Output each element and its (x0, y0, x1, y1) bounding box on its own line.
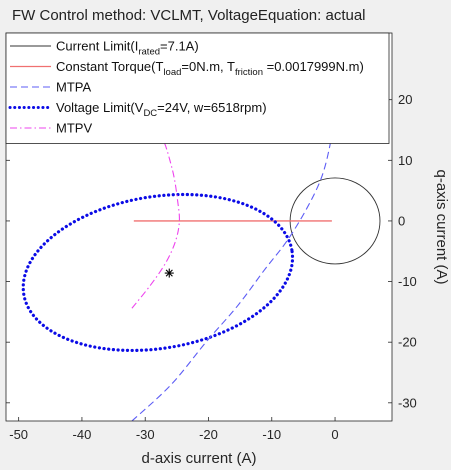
legend-label-current_limit: Current Limit(Irated=7.1A) (56, 39, 199, 58)
legend-subscript: rated (138, 47, 160, 58)
legend-text-part: Voltage Limit(V (56, 100, 144, 115)
y-tick-label: 0 (398, 213, 405, 228)
legend-text-part: MTPV (56, 121, 92, 136)
legend-subscript: load (163, 67, 181, 78)
x-tick-label: -10 (262, 427, 281, 442)
y-tick-label: -10 (398, 274, 417, 289)
y-tick-label: 20 (398, 92, 412, 107)
legend-text-part: =7.1A) (160, 39, 199, 54)
legend-text-part: =0.0017999N.m) (263, 59, 364, 74)
x-tick-label: -20 (199, 427, 218, 442)
legend-label-mtpa: MTPA (56, 80, 91, 95)
legend-subscript: friction (235, 67, 263, 78)
y-tick-label: 10 (398, 153, 412, 168)
legend-text-part: =0N.m, T (181, 59, 235, 74)
legend-text-part: MTPA (56, 80, 91, 95)
legend-label-constant_torque: Constant Torque(Tload=0N.m, Tfriction =0… (56, 59, 364, 78)
legend-text-part: =24V, w=6518rpm) (157, 100, 266, 115)
x-tick-label: 0 (331, 427, 338, 442)
x-axis-label: d-axis current (A) (141, 450, 256, 467)
marker-stroke (165, 269, 173, 277)
legend-label-voltage_limit: Voltage Limit(VDC=24V, w=6518rpm) (56, 100, 267, 119)
legend-label-mtpv: MTPV (56, 121, 92, 136)
y-axis-label: q-axis current (A) (433, 169, 450, 284)
x-tick-label: -50 (9, 427, 28, 442)
y-tick-label: -20 (398, 335, 417, 350)
legend-subscript: DC (143, 108, 157, 119)
legend-box (5, 32, 390, 144)
y-tick-label: -30 (398, 395, 417, 410)
figure-title: FW Control method: VCLMT, VoltageEquatio… (12, 7, 366, 24)
legend: Current Limit(Irated=7.1A)Constant Torqu… (5, 32, 390, 144)
operating-point-marker (164, 268, 174, 278)
series-voltage_limit (21, 192, 295, 353)
x-tick-label: -30 (136, 427, 155, 442)
x-tick-label: -40 (73, 427, 92, 442)
series-mtpv (131, 111, 180, 309)
legend-text-part: Constant Torque(T (56, 59, 163, 74)
series-layer (21, 33, 381, 421)
legend-text-part: Current Limit(I (56, 39, 138, 54)
